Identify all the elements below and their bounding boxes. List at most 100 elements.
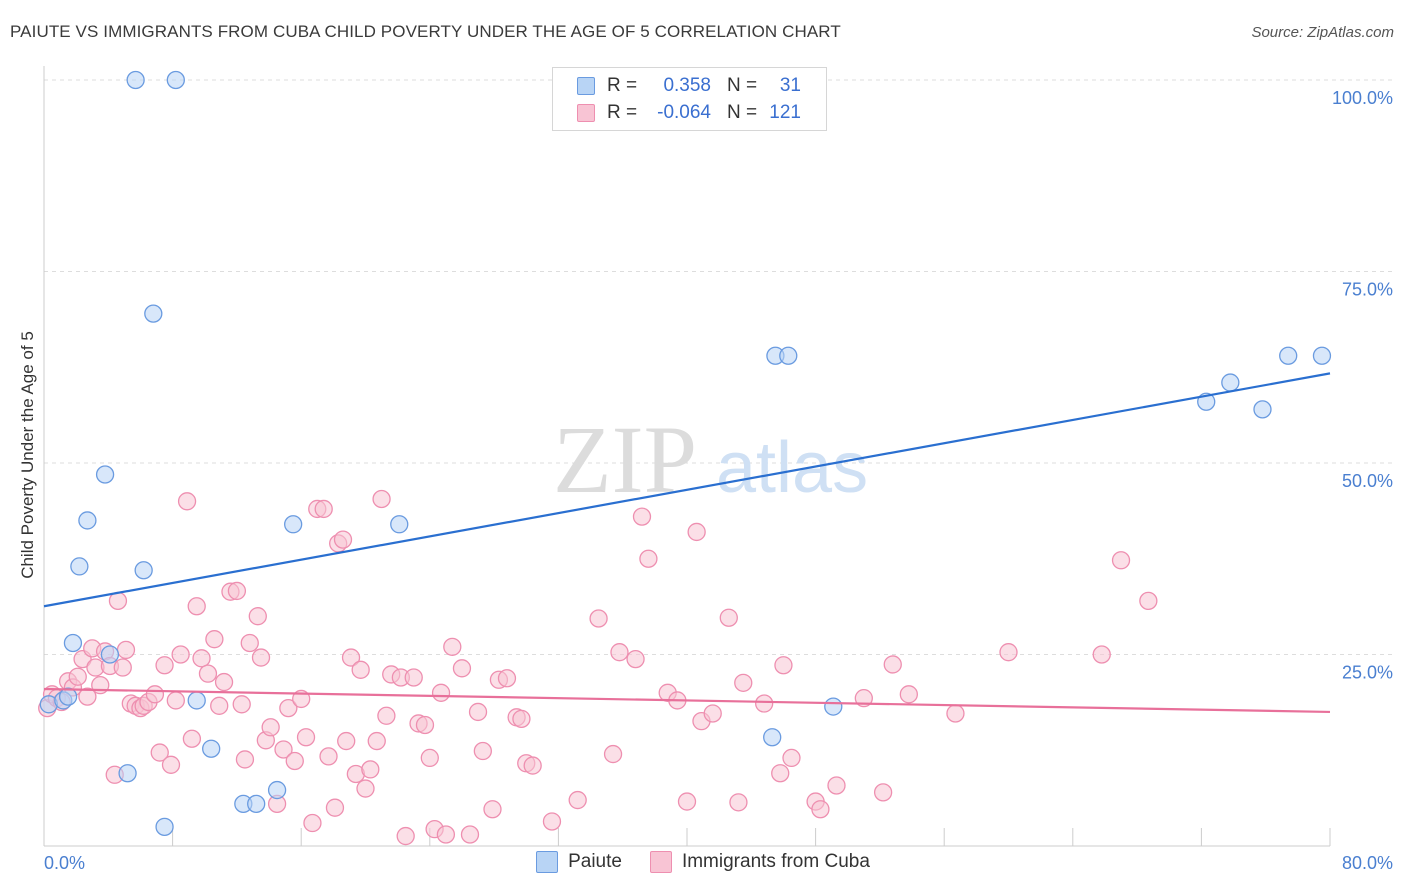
cuba-point	[303, 813, 322, 833]
cuba-point	[452, 659, 472, 678]
cuba-point	[404, 668, 423, 687]
paiute-point	[202, 739, 221, 758]
cuba-point	[589, 609, 608, 628]
cuba-point	[251, 648, 271, 667]
legend-r-value: 0.358	[663, 75, 711, 96]
paiute-point	[58, 687, 78, 706]
paiute-legend-swatch	[536, 851, 559, 873]
cuba-point	[999, 643, 1018, 662]
cuba-point	[333, 530, 353, 549]
cuba-point	[899, 685, 918, 704]
legend-n-value: 31	[779, 75, 801, 96]
cuba-point	[883, 655, 902, 674]
cuba-point	[161, 755, 181, 774]
cuba-point	[145, 685, 165, 704]
x-tick-label: 0.0%	[44, 853, 85, 873]
paiute-point	[78, 511, 97, 530]
paiute-point	[118, 764, 137, 783]
paiute-point	[144, 304, 163, 323]
legend-label-paiute: Paiute	[568, 851, 622, 872]
cuba-point	[811, 800, 830, 819]
cuba-point	[341, 648, 361, 667]
cuba-point	[372, 489, 391, 509]
cuba-point	[632, 507, 652, 526]
cuba-point	[774, 656, 793, 675]
cuba-point	[325, 798, 345, 817]
legend-n-value: 121	[769, 102, 801, 123]
cuba-point	[1111, 551, 1131, 570]
legend-r-label: R =	[607, 102, 638, 123]
x-tick-label: 80.0%	[1342, 853, 1393, 873]
cuba-point	[755, 694, 774, 713]
paiute-point	[267, 780, 287, 800]
cuba-point	[677, 792, 697, 811]
paiute-swatch	[577, 77, 595, 95]
cuba-point	[367, 731, 386, 751]
cuba-point	[214, 672, 234, 692]
cuba-point	[468, 702, 488, 722]
cuba-point	[261, 718, 280, 737]
cuba-point	[523, 756, 542, 775]
cuba-legend-swatch	[649, 851, 672, 873]
cuba-point	[420, 748, 439, 768]
legend-r-value: -0.064	[657, 102, 711, 123]
cuba-point	[436, 825, 456, 844]
y-tick-label: 25.0%	[1342, 663, 1393, 683]
legend-label-cuba: Immigrants from Cuba	[681, 851, 870, 872]
cuba-point	[854, 689, 873, 708]
chart-source: Source: ZipAtlas.com	[1251, 24, 1394, 41]
cuba-point	[116, 640, 136, 660]
cuba-point	[568, 790, 587, 810]
legend-row-paiute: R = 0.358 N = 31	[577, 74, 801, 98]
cuba-point	[314, 499, 333, 519]
cuba-point	[497, 669, 517, 688]
cuba-point	[319, 747, 338, 766]
series-legend: Paiute Immigrants from Cuba	[0, 851, 1406, 873]
cuba-point	[187, 597, 206, 616]
tick-labels: 100.0% 75.0% 50.0% 25.0% 0.0% 80.0%	[44, 88, 1393, 873]
cuba-point	[150, 743, 169, 762]
cuba-point	[512, 709, 531, 728]
legend-item-paiute[interactable]: Paiute	[536, 851, 622, 873]
cuba-point	[473, 741, 492, 761]
cuba-point	[827, 776, 846, 795]
watermark-atlas: atlas	[716, 428, 868, 508]
cuba-point	[396, 826, 415, 846]
cuba-point	[771, 764, 790, 783]
paiute-point	[390, 515, 409, 534]
cuba-point	[240, 633, 259, 653]
paiute-point	[1312, 346, 1332, 365]
cuba-point	[626, 649, 645, 669]
paiute-point	[763, 728, 782, 747]
legend-n-label: N =	[727, 102, 758, 123]
paiute-point	[247, 794, 266, 814]
legend-r-label: R =	[607, 75, 638, 96]
cuba-point	[113, 658, 132, 677]
cuba-point	[782, 748, 801, 768]
cuba-point	[285, 751, 304, 771]
cuba-point	[377, 706, 396, 725]
cuba-point	[703, 704, 722, 723]
cuba-point	[719, 608, 738, 627]
cuba-point	[356, 779, 375, 798]
cuba-point	[232, 695, 251, 714]
cuba-point	[639, 549, 658, 568]
cuba-points	[38, 489, 1158, 846]
paiute-point	[779, 346, 798, 365]
cuba-point	[248, 607, 267, 626]
cuba-point	[351, 660, 370, 679]
cuba-point	[729, 793, 748, 812]
cuba-point	[1139, 591, 1158, 611]
watermark: ZIP atlas	[553, 406, 868, 513]
cuba-point	[483, 800, 502, 819]
cuba-point	[296, 728, 316, 747]
paiute-point	[1221, 373, 1240, 392]
paiute-point	[187, 691, 206, 710]
stats-legend: R = 0.358 N = 31 R = -0.064 N = 121	[552, 67, 827, 131]
cuba-point	[443, 637, 462, 656]
paiute-point	[824, 697, 843, 716]
y-axis-label: Child Poverty Under the Age of 5	[18, 331, 37, 579]
legend-item-cuba[interactable]: Immigrants from Cuba	[649, 851, 870, 873]
cuba-point	[182, 729, 202, 748]
